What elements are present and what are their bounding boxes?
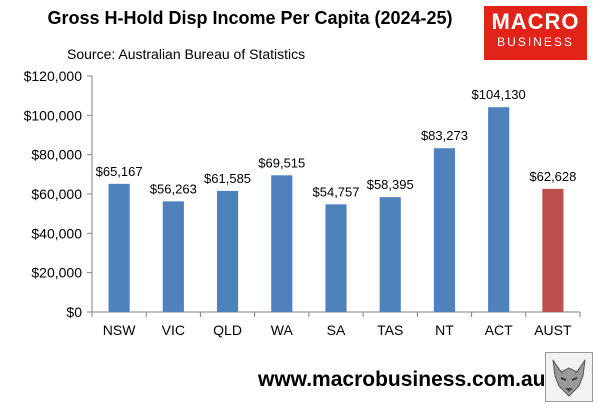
logo-text-macro: MACRO [491, 9, 580, 34]
x-tick-label-vic: VIC [162, 322, 185, 338]
data-label-wa: $69,515 [258, 155, 305, 170]
bar-vic [162, 201, 184, 312]
y-axis: $0 $20,000 $40,000 $60,000 $80,000 $100,000 $1… [24, 68, 93, 320]
data-label-act: $104,130 [472, 87, 526, 102]
logo-text-business: BUSINESS [497, 35, 574, 49]
macrobusiness-logo: MACRO BUSINESS [484, 6, 587, 60]
data-label-sa: $54,757 [313, 184, 360, 199]
data-labels: $65,167 $56,263 $61,585 $69,515 $54,757 $58,3… [96, 87, 577, 199]
data-label-nt: $83,273 [421, 128, 468, 143]
y-tick-label: $40,000 [31, 225, 82, 241]
x-tick-label-tas: TAS [377, 322, 403, 338]
data-label-tas: $58,395 [367, 177, 414, 192]
bar-tas [379, 197, 401, 312]
y-tick-label: $20,000 [31, 265, 82, 281]
bar-qld [216, 190, 239, 312]
data-label-nsw: $65,167 [96, 164, 143, 179]
bars [108, 107, 564, 312]
x-axis: NSW VIC QLD WA SA TAS NT ACT AUST [91, 311, 581, 338]
data-label-aust: $62,628 [529, 169, 576, 184]
wolf-icon [545, 352, 593, 402]
bar-nsw [108, 183, 130, 312]
x-tick-label-aust: AUST [534, 322, 572, 338]
y-tick-label: $100,000 [24, 107, 83, 123]
bar-wa [271, 175, 293, 312]
x-tick-label-act: ACT [485, 322, 513, 338]
footer-url: www.macrobusiness.com.au [258, 368, 546, 391]
y-tick-label: $120,000 [24, 68, 83, 84]
chart-subtitle: Source: Australian Bureau of Statistics [67, 46, 306, 62]
bar-act [488, 107, 510, 312]
chart-title: Gross H-Hold Disp Income Per Capita (202… [47, 8, 453, 28]
bar-aust [542, 188, 564, 312]
data-label-qld: $61,585 [204, 171, 251, 186]
bar-nt [433, 148, 456, 312]
x-tick-label-wa: WA [271, 322, 294, 338]
x-tick-label-qld: QLD [213, 322, 242, 338]
data-label-vic: $56,263 [150, 181, 197, 196]
x-tick-label-nt: NT [435, 322, 454, 338]
x-tick-label-sa: SA [327, 322, 346, 338]
bar-sa [325, 204, 347, 312]
x-tick-label-nsw: NSW [103, 322, 136, 338]
y-tick-label: $0 [66, 304, 82, 320]
y-tick-label: $80,000 [31, 147, 82, 163]
y-tick-label: $60,000 [31, 186, 82, 202]
